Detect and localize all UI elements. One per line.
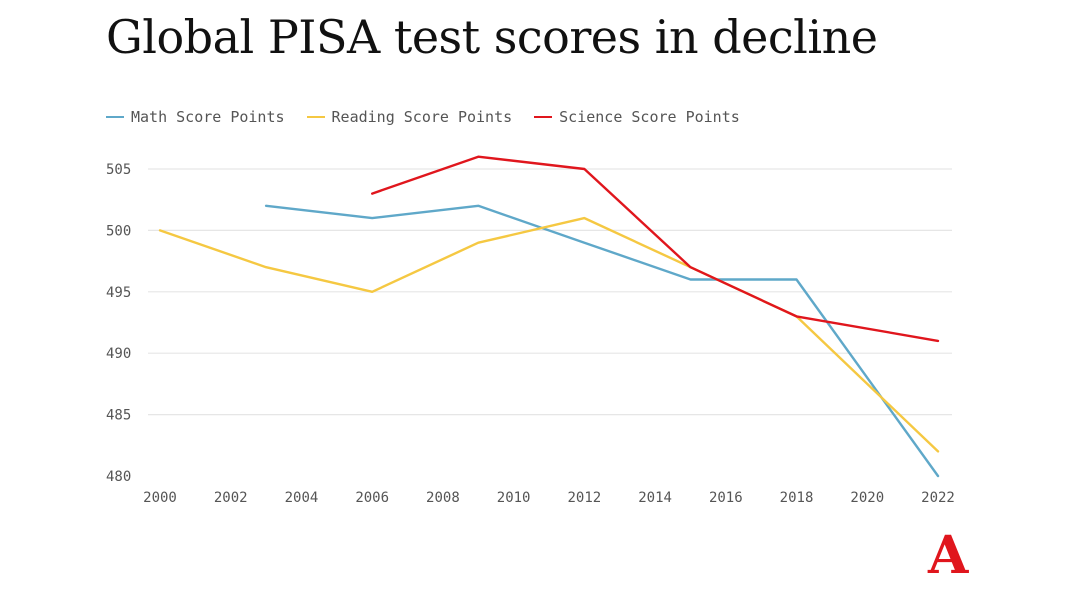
- x-tick-label-2002: 2002: [214, 490, 248, 506]
- y-tick-label-500: 500: [106, 223, 131, 239]
- y-tick-label-485: 485: [106, 408, 131, 424]
- x-axis-ticks: 2000 2002 2004 2006 2008 2010 2012 2014 2016 2018…: [143, 490, 955, 506]
- legend-label-science: Science Score Points: [559, 108, 740, 126]
- chart-title: Global PISA test scores in decline: [106, 10, 878, 64]
- y-axis-ticks: 480 485 490 495 500 505: [106, 162, 131, 485]
- y-tick-label-480: 480: [106, 469, 131, 485]
- series-line-science: [371, 155, 940, 343]
- legend-swatch-science: [534, 116, 553, 118]
- series-line-math: [264, 204, 940, 478]
- series-lines: [158, 155, 940, 478]
- atlantic-logo: A: [928, 525, 969, 586]
- x-tick-label-2014: 2014: [638, 490, 672, 506]
- x-tick-label-2022: 2022: [921, 490, 955, 506]
- legend-label-math: Math Score Points: [131, 108, 285, 126]
- x-tick-label-2012: 2012: [568, 490, 602, 506]
- legend-item-reading: Reading Score Points: [306, 108, 513, 126]
- legend-label-reading: Reading Score Points: [331, 108, 513, 126]
- y-tick-label-505: 505: [106, 162, 131, 178]
- x-tick-label-2008: 2008: [426, 490, 460, 506]
- y-tick-label-490: 490: [106, 346, 131, 362]
- legend-swatch-math: [106, 116, 124, 118]
- x-tick-label-2018: 2018: [780, 490, 814, 506]
- legend-swatch-reading: [306, 116, 325, 118]
- legend: Math Score Points Reading Score Points S…: [106, 107, 762, 127]
- series-line-reading: [158, 216, 940, 453]
- y-tick-label-495: 495: [106, 285, 131, 301]
- x-tick-label-2004: 2004: [285, 490, 319, 506]
- x-tick-label-2016: 2016: [709, 490, 743, 506]
- x-tick-label-2020: 2020: [850, 490, 884, 506]
- x-tick-label-2010: 2010: [497, 490, 531, 506]
- x-tick-label-2006: 2006: [355, 490, 389, 506]
- legend-item-math: Math Score Points: [106, 108, 285, 126]
- legend-item-science: Science Score Points: [534, 108, 740, 126]
- x-tick-label-2000: 2000: [143, 490, 177, 506]
